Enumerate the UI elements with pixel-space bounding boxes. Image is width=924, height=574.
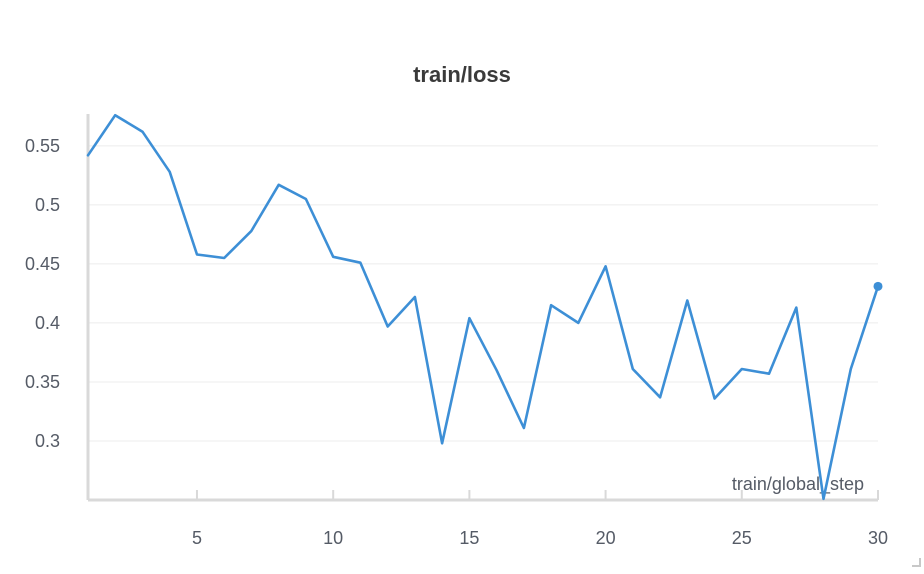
series-line — [86, 113, 880, 501]
x-tick-label: 25 — [732, 528, 752, 548]
x-tick-label: 15 — [459, 528, 479, 548]
x-axis-label: train/global_step — [732, 474, 864, 495]
series-layer — [86, 113, 883, 501]
chart-title: train/loss — [413, 62, 511, 87]
resize-corner-icon[interactable] — [912, 558, 921, 567]
x-tick-label: 5 — [192, 528, 202, 548]
y-tick-label: 0.4 — [35, 313, 60, 333]
grid-lines — [88, 145, 878, 442]
tick-labels: 0.3 0.35 0.4 0.45 0.5 0.55 5 10 15 20 25 30 — [25, 136, 888, 548]
last-point-marker — [873, 281, 883, 291]
axes — [86, 114, 879, 502]
y-tick-label: 0.5 — [35, 195, 60, 215]
x-tick-label: 20 — [596, 528, 616, 548]
y-tick-label: 0.3 — [35, 431, 60, 451]
y-tick-label: 0.35 — [25, 372, 60, 392]
x-tick-label: 30 — [868, 528, 888, 548]
y-tick-label: 0.45 — [25, 254, 60, 274]
y-tick-label: 0.55 — [25, 136, 60, 156]
x-tick-label: 10 — [323, 528, 343, 548]
